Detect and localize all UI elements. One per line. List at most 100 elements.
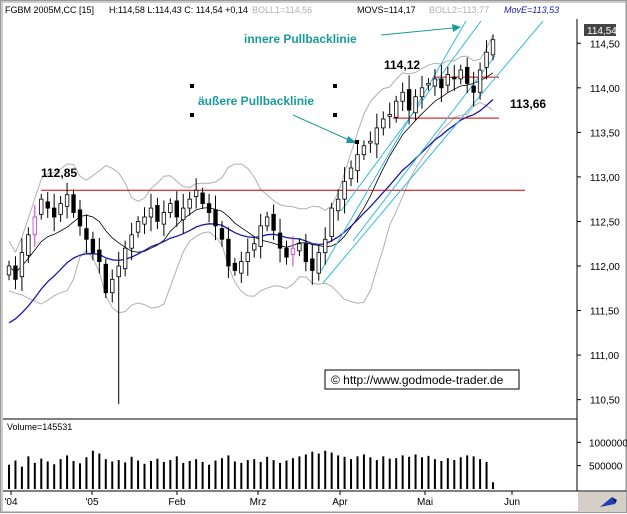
trend-channel (320, 20, 544, 284)
candle (452, 65, 457, 91)
annotation-outer-pullback: äußere Pullbacklinie (198, 94, 314, 108)
candle-body (219, 228, 225, 240)
candle (361, 140, 367, 160)
candle (252, 236, 257, 258)
candle (13, 256, 18, 290)
header-boll2: BOLL2=113,77 (429, 5, 489, 15)
copyright-text[interactable]: © http://www.godmode-trader.de (331, 373, 504, 387)
candle-body (155, 205, 160, 222)
candle (277, 218, 283, 263)
candle-body (97, 249, 102, 262)
candle (264, 211, 270, 232)
candle-body (168, 203, 173, 213)
candle-body (58, 203, 63, 215)
candle-body (419, 87, 425, 98)
level-label-114-12: 114,12 (384, 58, 420, 72)
candle (406, 75, 412, 125)
candle-body (368, 140, 373, 144)
candle-body (342, 180, 347, 200)
candle-body (277, 232, 283, 249)
header-ohlc: H:114,58 L:114,43 C: 114,54 +0,14 (109, 5, 248, 15)
candle (135, 216, 141, 238)
annotation-inner-pullback: innere Pullbacklinie (244, 32, 357, 46)
selection-handles[interactable] (190, 84, 337, 117)
candle (103, 258, 108, 299)
candle-body (310, 258, 315, 271)
candle (168, 198, 173, 218)
candle (71, 189, 76, 218)
candle (400, 82, 405, 111)
candle (394, 95, 399, 123)
candle-body (394, 100, 399, 118)
candle-body (116, 265, 121, 278)
candle (355, 142, 360, 183)
candle-body (323, 238, 328, 254)
candle (84, 214, 89, 254)
candle-body (148, 207, 154, 218)
candle-body (406, 89, 412, 111)
ema-line (8, 99, 494, 324)
candle-body (193, 189, 199, 197)
candle-body (187, 198, 192, 209)
candle-body (271, 213, 276, 231)
arrow-outer-pullback (292, 114, 359, 144)
candle (419, 75, 425, 109)
candle-body (258, 225, 263, 247)
candle (32, 204, 37, 247)
candle-body (103, 263, 108, 294)
candle-body (316, 252, 321, 274)
time-tick-label: Feb (168, 497, 186, 508)
candle (64, 182, 70, 219)
corner-panel (578, 492, 626, 512)
candle-body (400, 91, 405, 102)
candle-body (471, 85, 476, 93)
candle-body (161, 212, 167, 225)
price-axis-ticks: 110,50 111,00 111,50 112,00 112,50 113,00 113,… (577, 39, 620, 407)
last-price-label: 114,54 (587, 26, 617, 37)
price-tick-label: 110,50 (590, 396, 620, 407)
candle-body (264, 216, 270, 227)
candle-body (239, 261, 244, 274)
candle-body (458, 69, 463, 80)
nav-arrow-icon[interactable] (600, 497, 617, 507)
candle (297, 238, 302, 257)
candle-body (329, 207, 334, 238)
candle (290, 236, 296, 267)
candle (426, 78, 431, 91)
candle-body (355, 154, 360, 172)
candle (129, 222, 134, 261)
candle-body (200, 192, 205, 205)
candle-body (51, 207, 57, 218)
candle (239, 251, 244, 283)
price-tick-label: 112,00 (590, 262, 620, 273)
candle (161, 200, 167, 237)
candle (200, 187, 205, 209)
time-tick-label: Mai (417, 497, 433, 508)
candle (381, 111, 386, 136)
candle-body (32, 216, 37, 236)
candle-body (206, 203, 212, 213)
candle (122, 240, 128, 277)
candle (39, 193, 44, 220)
price-tick-label: 113,00 (590, 173, 620, 184)
candle-body (245, 252, 250, 262)
candle-body (77, 209, 83, 227)
price-tick-label: 111,50 (590, 307, 620, 318)
time-tick-label: '05 (85, 497, 98, 508)
candle (310, 244, 315, 285)
channel-line (352, 55, 496, 242)
candle (181, 193, 186, 234)
candle (26, 227, 31, 263)
candle-body (213, 209, 218, 227)
bollinger-upper (8, 34, 494, 254)
volume-tick-label: 1000000 (589, 438, 627, 449)
candle (232, 257, 238, 276)
candle (439, 64, 444, 103)
candle (458, 64, 463, 85)
candle (323, 227, 328, 265)
candle (477, 62, 483, 100)
candle-body (13, 265, 18, 280)
price-tick-label: 114,50 (590, 39, 620, 50)
candle-body (432, 78, 438, 87)
candle (97, 237, 102, 274)
